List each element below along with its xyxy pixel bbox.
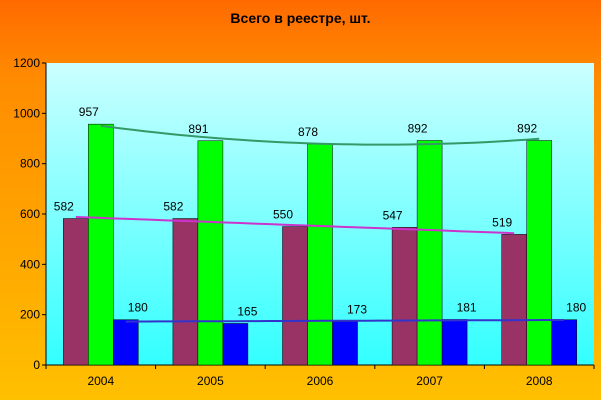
y-tick-label: 600 <box>20 207 40 221</box>
bar <box>113 319 139 366</box>
bar <box>307 143 333 366</box>
y-tick-label: 1000 <box>13 106 40 120</box>
chart-title: Всего в реестре, шт. <box>230 10 371 26</box>
data-label: 173 <box>347 302 367 316</box>
x-tick-label: 2007 <box>416 374 443 388</box>
bar <box>501 234 527 366</box>
data-label: 550 <box>273 208 293 222</box>
x-tick-label: 2006 <box>307 374 334 388</box>
data-label: 582 <box>54 200 74 214</box>
bar <box>282 226 308 366</box>
x-tick-label: 2004 <box>87 374 114 388</box>
data-label: 180 <box>128 301 148 315</box>
y-tick-label: 800 <box>20 157 40 171</box>
data-label: 519 <box>492 215 512 229</box>
trendline <box>125 319 565 323</box>
bar <box>526 140 552 366</box>
y-tick-label: 1200 <box>13 56 40 70</box>
data-label: 891 <box>188 122 208 136</box>
data-label: 547 <box>383 208 403 222</box>
bars <box>63 123 577 366</box>
x-tick-label: 2005 <box>197 374 224 388</box>
data-labels: 582 582 550 547 519 957 891 878 892 892 180 165 173 1… <box>54 105 587 318</box>
data-label: 878 <box>298 125 318 139</box>
data-label: 165 <box>237 304 257 318</box>
bar <box>416 140 443 366</box>
bar <box>63 218 89 366</box>
trendlines <box>75 124 565 323</box>
bar <box>88 123 114 366</box>
bar <box>222 323 249 366</box>
data-label: 181 <box>457 300 477 314</box>
data-label: 892 <box>408 122 428 136</box>
bar <box>197 140 224 366</box>
bar <box>332 321 358 366</box>
bar <box>391 227 418 366</box>
data-label: 957 <box>79 105 99 119</box>
axes: 0 200 400 600 800 1000 1200 2004 2005 2006 2007 200… <box>13 56 595 388</box>
data-label: 582 <box>163 200 183 214</box>
data-label: 180 <box>566 301 586 315</box>
y-tick-label: 0 <box>33 358 40 372</box>
trendline <box>75 216 515 235</box>
bar <box>551 319 577 366</box>
y-tick-label: 400 <box>20 257 40 271</box>
y-tick-label: 200 <box>20 308 40 322</box>
trendline <box>100 124 540 146</box>
bar <box>172 218 199 366</box>
bar <box>441 319 468 366</box>
data-label: 892 <box>517 122 537 136</box>
x-tick-label: 2008 <box>526 374 553 388</box>
